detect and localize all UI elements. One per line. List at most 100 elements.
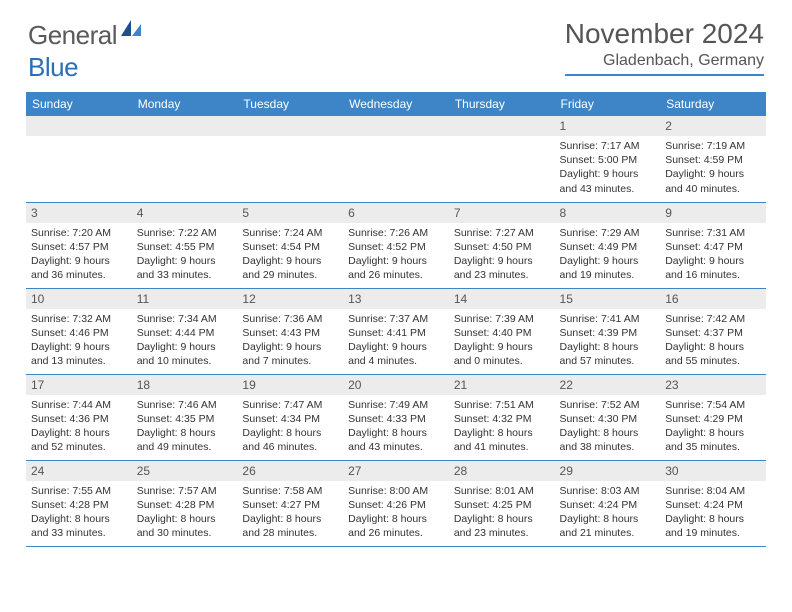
day-cell: 25Sunrise: 7:57 AMSunset: 4:28 PMDayligh… [132, 460, 238, 546]
sunrise-text: Sunrise: 7:26 AM [348, 226, 444, 240]
sunrise-text: Sunrise: 8:00 AM [348, 484, 444, 498]
day-number: 11 [132, 289, 238, 309]
day-cell [343, 116, 449, 202]
day-body: Sunrise: 7:46 AMSunset: 4:35 PMDaylight:… [132, 395, 238, 459]
day-number: 6 [343, 203, 449, 223]
col-sun: Sunday [26, 92, 132, 116]
sunrise-text: Sunrise: 7:27 AM [454, 226, 550, 240]
day-body: Sunrise: 7:44 AMSunset: 4:36 PMDaylight:… [26, 395, 132, 459]
day-cell: 18Sunrise: 7:46 AMSunset: 4:35 PMDayligh… [132, 374, 238, 460]
brand-logo: General [28, 18, 145, 53]
sunrise-text: Sunrise: 7:29 AM [560, 226, 656, 240]
daylight-text: Daylight: 8 hours and 41 minutes. [454, 426, 550, 454]
sunset-text: Sunset: 4:43 PM [242, 326, 338, 340]
sunset-text: Sunset: 4:28 PM [31, 498, 127, 512]
sunrise-text: Sunrise: 7:37 AM [348, 312, 444, 326]
day-cell: 19Sunrise: 7:47 AMSunset: 4:34 PMDayligh… [237, 374, 343, 460]
daylight-text: Daylight: 8 hours and 19 minutes. [665, 512, 761, 540]
day-cell: 1Sunrise: 7:17 AMSunset: 5:00 PMDaylight… [555, 116, 661, 202]
day-body: Sunrise: 7:51 AMSunset: 4:32 PMDaylight:… [449, 395, 555, 459]
sunset-text: Sunset: 4:32 PM [454, 412, 550, 426]
day-body: Sunrise: 7:22 AMSunset: 4:55 PMDaylight:… [132, 223, 238, 287]
sunset-text: Sunset: 4:49 PM [560, 240, 656, 254]
daylight-text: Daylight: 9 hours and 0 minutes. [454, 340, 550, 368]
sunset-text: Sunset: 4:26 PM [348, 498, 444, 512]
day-cell: 7Sunrise: 7:27 AMSunset: 4:50 PMDaylight… [449, 202, 555, 288]
sunset-text: Sunset: 4:24 PM [560, 498, 656, 512]
col-tue: Tuesday [237, 92, 343, 116]
day-cell: 10Sunrise: 7:32 AMSunset: 4:46 PMDayligh… [26, 288, 132, 374]
day-body: Sunrise: 7:41 AMSunset: 4:39 PMDaylight:… [555, 309, 661, 373]
sail-icon [119, 18, 143, 43]
sunset-text: Sunset: 4:28 PM [137, 498, 233, 512]
daylight-text: Daylight: 9 hours and 4 minutes. [348, 340, 444, 368]
day-number: 24 [26, 461, 132, 481]
day-cell [237, 116, 343, 202]
day-number: 2 [660, 116, 766, 136]
day-body: Sunrise: 7:52 AMSunset: 4:30 PMDaylight:… [555, 395, 661, 459]
day-number: 19 [237, 375, 343, 395]
day-body: Sunrise: 7:42 AMSunset: 4:37 PMDaylight:… [660, 309, 766, 373]
sunset-text: Sunset: 4:35 PM [137, 412, 233, 426]
sunset-text: Sunset: 4:27 PM [242, 498, 338, 512]
day-cell: 12Sunrise: 7:36 AMSunset: 4:43 PMDayligh… [237, 288, 343, 374]
day-body: Sunrise: 8:04 AMSunset: 4:24 PMDaylight:… [660, 481, 766, 545]
day-cell: 14Sunrise: 7:39 AMSunset: 4:40 PMDayligh… [449, 288, 555, 374]
sunrise-text: Sunrise: 7:20 AM [31, 226, 127, 240]
title-block: November 2024 Gladenbach, Germany [565, 18, 764, 76]
daylight-text: Daylight: 9 hours and 19 minutes. [560, 254, 656, 282]
day-number: 13 [343, 289, 449, 309]
sunset-text: Sunset: 4:46 PM [31, 326, 127, 340]
day-cell: 3Sunrise: 7:20 AMSunset: 4:57 PMDaylight… [26, 202, 132, 288]
sunset-text: Sunset: 4:50 PM [454, 240, 550, 254]
sunset-text: Sunset: 4:33 PM [348, 412, 444, 426]
day-number: 23 [660, 375, 766, 395]
brand-part1: General [28, 20, 117, 51]
sunrise-text: Sunrise: 7:19 AM [665, 139, 761, 153]
day-cell: 22Sunrise: 7:52 AMSunset: 4:30 PMDayligh… [555, 374, 661, 460]
sunrise-text: Sunrise: 7:47 AM [242, 398, 338, 412]
header: General November 2024 Gladenbach, German… [0, 0, 792, 82]
day-cell: 5Sunrise: 7:24 AMSunset: 4:54 PMDaylight… [237, 202, 343, 288]
sunrise-text: Sunrise: 7:52 AM [560, 398, 656, 412]
day-number: 4 [132, 203, 238, 223]
day-cell [449, 116, 555, 202]
day-body [237, 136, 343, 143]
day-body: Sunrise: 7:20 AMSunset: 4:57 PMDaylight:… [26, 223, 132, 287]
daylight-text: Daylight: 8 hours and 55 minutes. [665, 340, 761, 368]
day-number [26, 116, 132, 136]
table-row: 1Sunrise: 7:17 AMSunset: 5:00 PMDaylight… [26, 116, 766, 202]
day-number: 1 [555, 116, 661, 136]
sunrise-text: Sunrise: 7:49 AM [348, 398, 444, 412]
sunset-text: Sunset: 4:39 PM [560, 326, 656, 340]
calendar-table: Sunday Monday Tuesday Wednesday Thursday… [26, 92, 766, 547]
day-body: Sunrise: 7:47 AMSunset: 4:34 PMDaylight:… [237, 395, 343, 459]
sunrise-text: Sunrise: 7:57 AM [137, 484, 233, 498]
day-cell: 30Sunrise: 8:04 AMSunset: 4:24 PMDayligh… [660, 460, 766, 546]
day-cell: 4Sunrise: 7:22 AMSunset: 4:55 PMDaylight… [132, 202, 238, 288]
calendar-body: 1Sunrise: 7:17 AMSunset: 5:00 PMDaylight… [26, 116, 766, 546]
daylight-text: Daylight: 8 hours and 28 minutes. [242, 512, 338, 540]
sunrise-text: Sunrise: 7:55 AM [31, 484, 127, 498]
day-cell: 2Sunrise: 7:19 AMSunset: 4:59 PMDaylight… [660, 116, 766, 202]
day-cell: 11Sunrise: 7:34 AMSunset: 4:44 PMDayligh… [132, 288, 238, 374]
day-number: 18 [132, 375, 238, 395]
day-cell: 15Sunrise: 7:41 AMSunset: 4:39 PMDayligh… [555, 288, 661, 374]
daylight-text: Daylight: 9 hours and 33 minutes. [137, 254, 233, 282]
day-cell: 20Sunrise: 7:49 AMSunset: 4:33 PMDayligh… [343, 374, 449, 460]
sunset-text: Sunset: 4:29 PM [665, 412, 761, 426]
day-cell: 23Sunrise: 7:54 AMSunset: 4:29 PMDayligh… [660, 374, 766, 460]
day-cell: 26Sunrise: 7:58 AMSunset: 4:27 PMDayligh… [237, 460, 343, 546]
day-number: 9 [660, 203, 766, 223]
col-fri: Friday [555, 92, 661, 116]
sunrise-text: Sunrise: 7:39 AM [454, 312, 550, 326]
sunrise-text: Sunrise: 7:24 AM [242, 226, 338, 240]
day-body: Sunrise: 8:01 AMSunset: 4:25 PMDaylight:… [449, 481, 555, 545]
sunset-text: Sunset: 5:00 PM [560, 153, 656, 167]
sunrise-text: Sunrise: 7:31 AM [665, 226, 761, 240]
day-cell: 17Sunrise: 7:44 AMSunset: 4:36 PMDayligh… [26, 374, 132, 460]
day-number: 28 [449, 461, 555, 481]
day-number: 8 [555, 203, 661, 223]
daylight-text: Daylight: 9 hours and 40 minutes. [665, 167, 761, 195]
sunset-text: Sunset: 4:40 PM [454, 326, 550, 340]
